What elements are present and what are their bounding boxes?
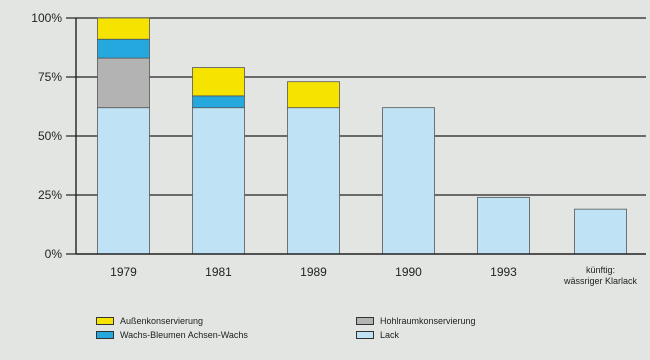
x-category-label: 1989 (300, 265, 327, 279)
x-category-label: 1981 (205, 265, 232, 279)
y-tick-label: 100% (31, 11, 62, 25)
y-tick-label: 50% (38, 129, 62, 143)
x-category-labels: 1979 1981 1989 1990 1993 künftig:wässriger Kl… (110, 265, 637, 286)
bar-segment (383, 108, 435, 254)
legend-swatch (356, 331, 374, 339)
y-tick-labels: 0% 25% 50% 75% 100% (31, 11, 76, 261)
legend-swatch (356, 317, 374, 325)
x-category-label: 1979 (110, 265, 137, 279)
stacked-bar-chart: 0% 25% 50% 75% 100% 1979 1981 1989 1990 1993 künf… (0, 0, 650, 315)
legend-label: Hohlraumkonservierung (380, 316, 476, 326)
x-category-label: 1990 (395, 265, 422, 279)
legend-item: Außenkonservierung (96, 316, 356, 326)
bar-segment (575, 209, 627, 254)
x-category-label: 1993 (490, 265, 517, 279)
legend-item: Wachs-Bleumen Achsen-Wachs (96, 330, 356, 340)
legend-label: Lack (380, 330, 399, 340)
legend-label: Außenkonservierung (120, 316, 203, 326)
legend-swatch (96, 331, 114, 339)
bar-segment (193, 96, 245, 108)
legend-swatch (96, 317, 114, 325)
y-tick-label: 0% (45, 247, 63, 261)
x-category-label: wässriger Klarlack (563, 276, 638, 286)
bar-segment (288, 82, 340, 108)
legend-item: Lack (356, 330, 566, 340)
legend-item: Hohlraumkonservierung (356, 316, 566, 326)
x-category-label: künftig: (586, 265, 615, 275)
bar-segment (98, 18, 150, 39)
bar-segment (98, 39, 150, 58)
bar-segment (193, 108, 245, 254)
legend-label: Wachs-Bleumen Achsen-Wachs (120, 330, 248, 340)
legend: Außenkonservierung Hohlraumkonservierung W… (96, 316, 566, 340)
y-tick-label: 25% (38, 188, 62, 202)
bar-segment (478, 197, 530, 254)
bar-segment (98, 58, 150, 108)
y-tick-label: 75% (38, 70, 62, 84)
bar-segment (288, 108, 340, 254)
bar-segment (98, 108, 150, 254)
bar-segment (193, 68, 245, 96)
